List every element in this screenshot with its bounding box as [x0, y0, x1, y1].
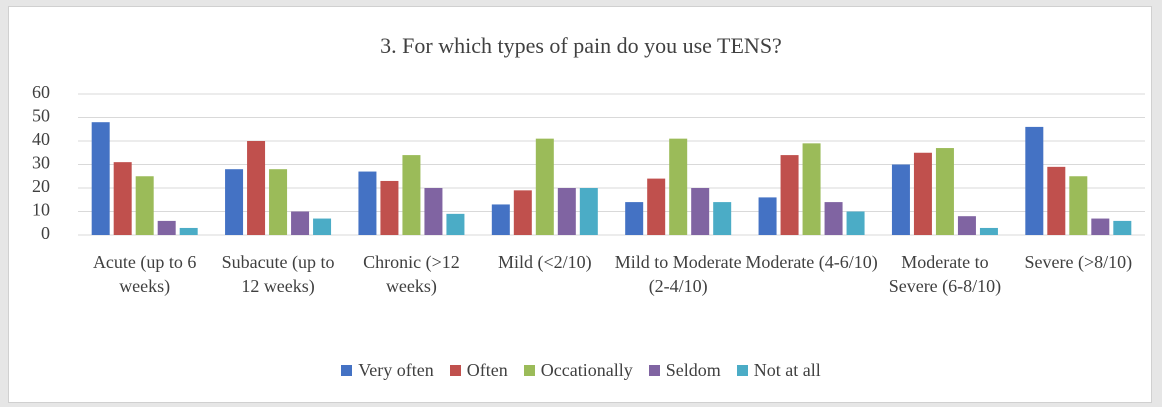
x-tick-label: Mild (<2/10): [497, 252, 592, 272]
legend-item: Not at all: [736, 360, 821, 381]
bar: [647, 178, 666, 235]
legend-label: Occationally: [540, 360, 633, 380]
bar: [269, 169, 288, 235]
legend-label: Not at all: [753, 360, 821, 380]
x-tick-label: Acute (up to 6 weeks): [92, 252, 197, 296]
bar: [625, 202, 644, 235]
x-tick-label: Mild to Moderate (2-4/10): [614, 252, 742, 296]
legend: Very often Often Occationally Seldom Not at …: [0, 360, 1162, 381]
bar: [1047, 166, 1066, 235]
y-tick-label: 20: [32, 176, 50, 196]
legend-item: Very often: [341, 360, 434, 381]
bar: [179, 227, 198, 235]
bar: [891, 164, 910, 235]
bar: [513, 190, 532, 235]
x-tick-label: Chronic (>12 weeks): [363, 252, 460, 296]
bar: [846, 211, 865, 235]
y-tick-label: 60: [32, 82, 50, 102]
legend-swatch: [736, 365, 748, 376]
bar: [225, 169, 244, 235]
legend-swatch: [341, 365, 353, 376]
bar: [713, 202, 732, 235]
bar: [802, 143, 821, 235]
bar: [957, 216, 976, 235]
bar: [157, 220, 176, 235]
bar: [1025, 126, 1044, 235]
bar: [113, 162, 132, 235]
bar: [535, 138, 554, 235]
x-tick-label: Subacute (up to 12 weeks): [221, 252, 335, 296]
legend-item: Occationally: [523, 360, 633, 381]
x-tick-label: Moderate (4-6/10): [745, 252, 878, 272]
bar: [424, 188, 443, 235]
bar: [1091, 218, 1110, 235]
bar: [979, 227, 998, 235]
y-tick-label: 40: [32, 129, 50, 149]
bar: [313, 218, 332, 235]
bar: [557, 188, 576, 235]
legend-label: Often: [466, 360, 508, 380]
bar: [1113, 220, 1132, 235]
y-tick-label: 30: [32, 153, 50, 173]
legend-swatch: [449, 365, 461, 376]
bar: [913, 152, 932, 235]
bar: [824, 202, 843, 235]
bar: [91, 122, 110, 235]
bar: [247, 141, 266, 235]
bar: [669, 138, 688, 235]
legend-item: Often: [449, 360, 508, 381]
bar: [358, 171, 377, 235]
legend-swatch: [648, 365, 660, 376]
bar: [402, 155, 421, 235]
x-tick-label: Moderate to Severe (6-8/10): [888, 252, 1002, 296]
y-tick-label: 50: [32, 106, 50, 126]
bar: [780, 155, 799, 235]
bar: [135, 176, 154, 235]
bar: [491, 204, 510, 235]
bar: [758, 197, 777, 235]
legend-label: Seldom: [665, 360, 721, 380]
y-tick-label: 10: [32, 200, 50, 220]
legend-swatch: [523, 365, 535, 376]
chart-title: 3. For which types of pain do you use TE…: [380, 33, 782, 58]
bar: [579, 188, 598, 235]
bar: [380, 180, 399, 235]
legend-label: Very often: [358, 360, 434, 380]
bar: [1069, 176, 1088, 235]
bar: [935, 148, 954, 235]
x-tick-label: Severe (>8/10): [1024, 252, 1133, 272]
bar: [446, 213, 465, 235]
legend-item: Seldom: [648, 360, 721, 381]
y-tick-label: 0: [41, 223, 50, 243]
bar: [691, 188, 710, 235]
bar: [291, 211, 310, 235]
